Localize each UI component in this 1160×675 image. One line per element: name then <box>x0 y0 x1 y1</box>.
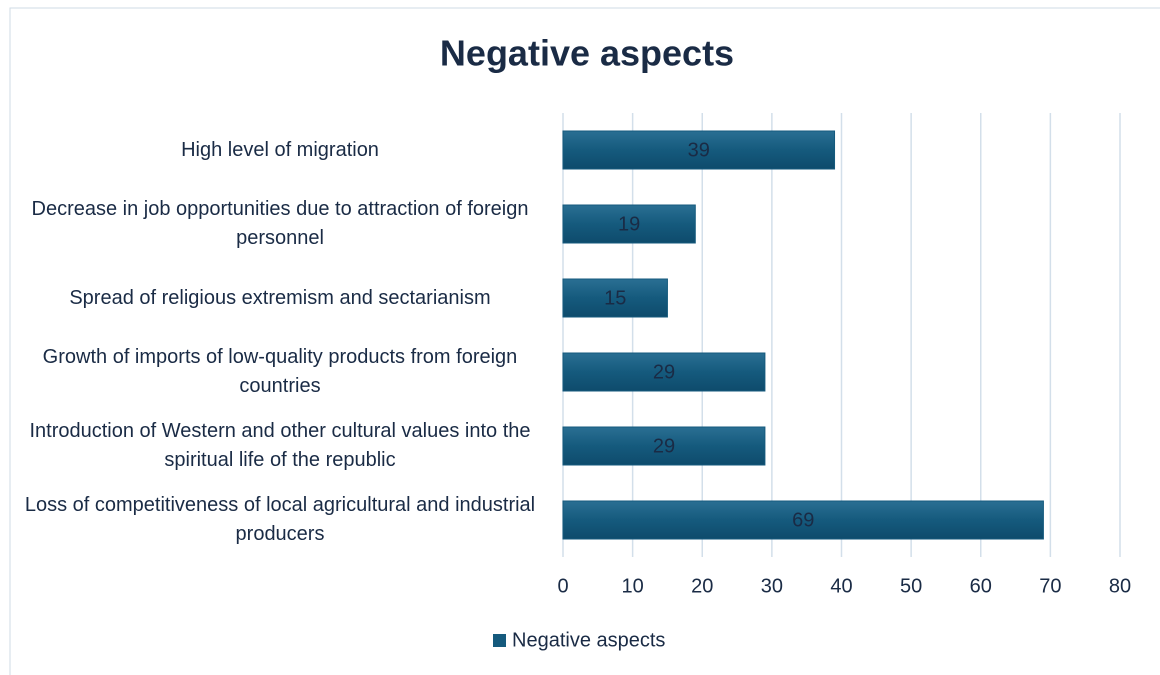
bar <box>562 426 766 466</box>
bar <box>562 352 766 392</box>
frame <box>9 7 1160 675</box>
x-tick-label: 0 <box>557 575 568 597</box>
data-label: 29 <box>653 361 675 383</box>
bar <box>562 500 1044 540</box>
bar <box>562 130 836 170</box>
x-tick-label: 70 <box>1039 575 1061 597</box>
x-tick-label: 20 <box>691 575 713 597</box>
x-tick-label: 30 <box>761 575 783 597</box>
data-label: 29 <box>653 435 675 457</box>
y-tick-label: Decrease in job opportunities due to att… <box>31 198 529 249</box>
data-label: 39 <box>688 139 710 161</box>
bar <box>562 204 696 244</box>
x-tick-label: 10 <box>622 575 644 597</box>
chart-title: Negative aspects <box>440 33 734 74</box>
y-tick-label: Growth of imports of low-quality product… <box>42 346 518 397</box>
y-tick-label: High level of migration <box>181 138 379 161</box>
x-tick-label: 50 <box>900 575 922 597</box>
y-tick-label: Introduction of Western and other cultur… <box>29 420 531 471</box>
x-tick-label: 60 <box>970 575 992 597</box>
y-tick-label: Loss of competitiveness of local agricul… <box>24 494 536 545</box>
legend-swatch <box>493 634 506 647</box>
data-label: 15 <box>604 287 626 309</box>
data-label: 69 <box>792 509 814 531</box>
legend-label: Negative aspects <box>512 629 665 651</box>
x-tick-label: 80 <box>1109 575 1131 597</box>
bar <box>562 278 668 318</box>
y-tick-label: Spread of religious extremism and sectar… <box>69 286 491 309</box>
x-tick-label: 40 <box>830 575 852 597</box>
data-label: 19 <box>618 213 640 235</box>
